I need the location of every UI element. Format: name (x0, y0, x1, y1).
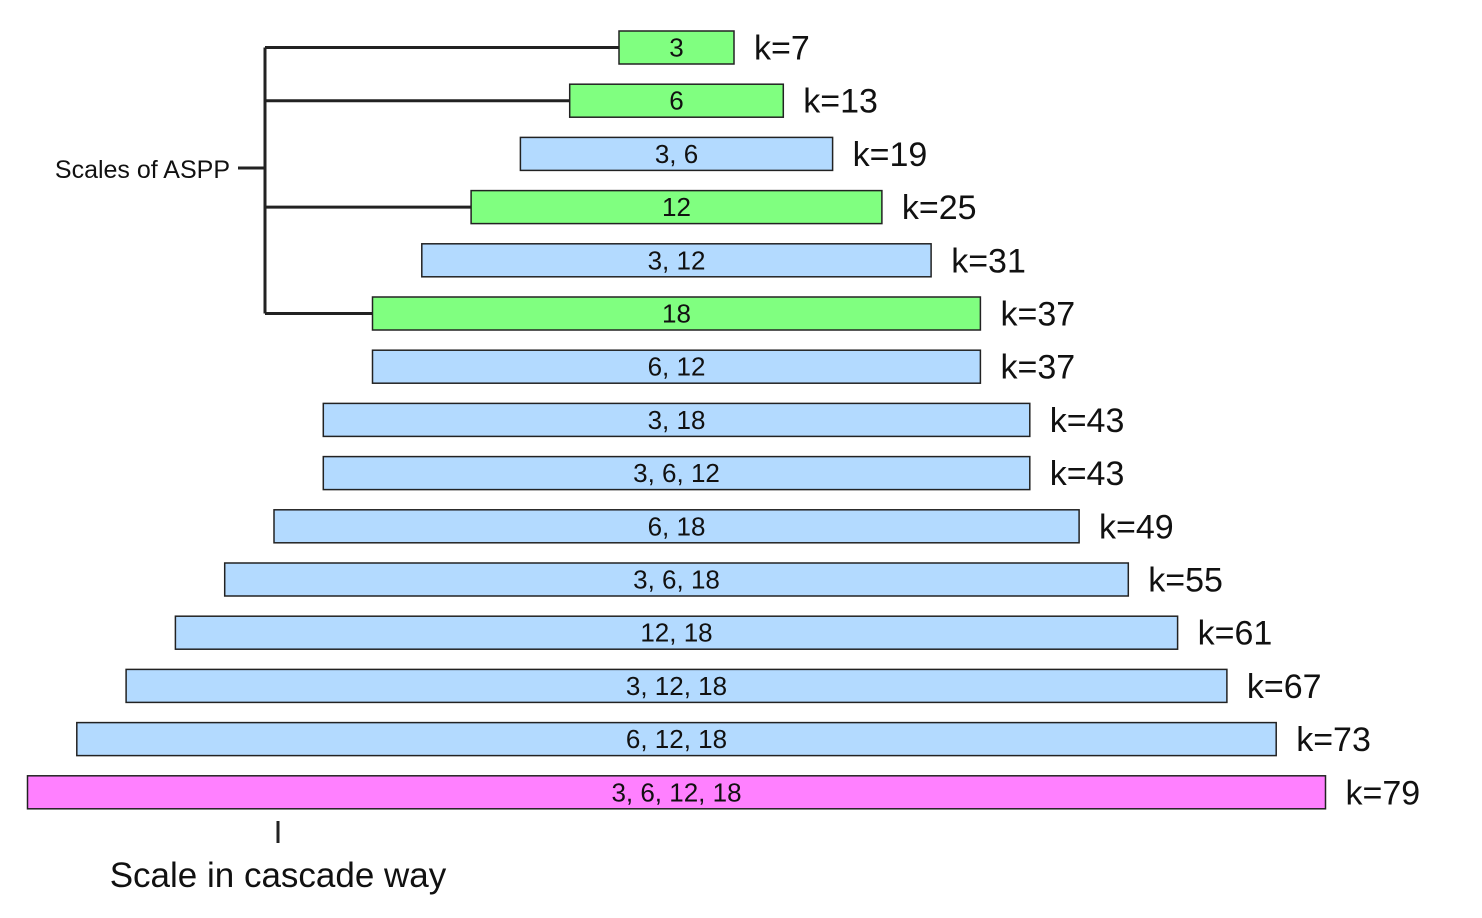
scale-bar-label-7: 3, 18 (648, 405, 706, 435)
scale-bar-label-14: 3, 6, 12, 18 (611, 777, 741, 807)
k-label-5: k=37 (1001, 296, 1076, 334)
k-label-13: k=73 (1296, 721, 1371, 759)
scale-bar-2 (519, 136, 834, 172)
scale-bar-8 (322, 455, 1031, 491)
scale-bar-11 (174, 615, 1179, 650)
scale-bar-12 (125, 668, 1228, 704)
scale-bar-9 (273, 509, 1080, 544)
scale-bar-label-9: 6, 18 (648, 511, 706, 541)
scale-bar-10 (223, 562, 1130, 597)
k-label-10: k=55 (1148, 562, 1223, 600)
scale-bar-label-13: 6, 12, 18 (626, 724, 727, 754)
k-label-6: k=37 (1001, 349, 1076, 387)
scale-bar-14 (26, 775, 1327, 810)
k-label-3: k=25 (902, 189, 977, 227)
k-label-11: k=61 (1198, 615, 1273, 653)
k-label-2: k=19 (853, 136, 928, 174)
scale-bar-13 (76, 721, 1277, 757)
scale-bar-4 (421, 243, 932, 278)
k-label-9: k=49 (1099, 508, 1174, 546)
scale-bar-label-5: 18 (662, 299, 691, 329)
k-label-7: k=43 (1050, 402, 1125, 440)
scale-bar-6 (371, 349, 982, 384)
scale-bar-label-2: 3, 6 (655, 139, 698, 169)
cascade-label: Scale in cascade way (110, 856, 447, 895)
scale-bar-label-4: 3, 12 (648, 245, 706, 275)
scale-bar-label-11: 12, 18 (640, 618, 712, 648)
scale-bar-label-10: 3, 6, 18 (633, 565, 720, 595)
k-label-0: k=7 (754, 30, 810, 68)
scale-bar-label-8: 3, 6, 12 (633, 458, 720, 488)
k-label-1: k=13 (803, 83, 878, 121)
scale-bar-7 (322, 402, 1031, 438)
scale-bar-3 (470, 189, 883, 225)
scale-bar-1 (568, 83, 785, 118)
scale-bar-label-12: 3, 12, 18 (626, 671, 727, 701)
k-label-14: k=79 (1346, 774, 1421, 812)
scale-bar-label-3: 12 (662, 192, 691, 222)
k-label-12: k=67 (1247, 668, 1322, 706)
bar-rows: 3 k=7 6 k=13 3, 6 k=19 12 k=25 3, 12 k=31 18 k=37 6,… (26, 30, 1421, 812)
aspp-label: Scales of ASPP (55, 156, 230, 184)
aspp-bracket (238, 46, 619, 315)
scale-bar-label-1: 6 (669, 86, 683, 116)
k-label-8: k=43 (1050, 455, 1125, 493)
k-label-4: k=31 (951, 242, 1026, 280)
scale-bar-label-0: 3 (669, 33, 683, 63)
scale-bar-label-6: 6, 12 (648, 352, 706, 382)
